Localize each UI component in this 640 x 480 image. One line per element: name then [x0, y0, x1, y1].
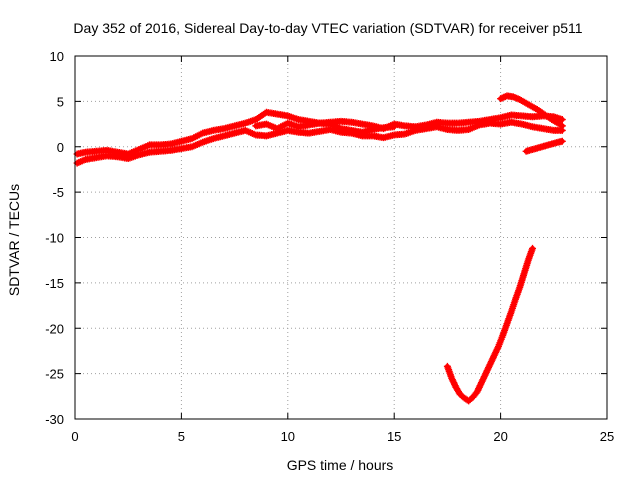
y-axis-label: SDTVAR / TECUs [6, 184, 22, 296]
y-tick-label: 5 [57, 94, 64, 109]
data-point [558, 122, 566, 130]
data-points [73, 92, 566, 405]
x-tick-label: 15 [387, 429, 401, 444]
y-tick-label: 0 [57, 140, 64, 155]
x-tick-label: 25 [600, 429, 614, 444]
y-tick-label: -20 [45, 321, 64, 336]
x-tick-label: 20 [493, 429, 507, 444]
data-point [390, 123, 398, 131]
series-dip-curve [443, 244, 537, 405]
y-tick-label: -10 [45, 231, 64, 246]
data-point [558, 137, 566, 145]
x-tick-label: 5 [178, 429, 185, 444]
x-axis-label: GPS time / hours [287, 457, 394, 473]
axis-ticks: 0 5 10 15 20 25 -30 -25 -20 -15 -10 -5 0 5 10 [45, 49, 614, 444]
grid [75, 56, 607, 419]
x-tick-label: 10 [281, 429, 295, 444]
series-upper-arc [497, 92, 566, 130]
y-tick-label: -15 [45, 276, 64, 291]
y-tick-label: -30 [45, 412, 64, 427]
data-point [494, 344, 502, 352]
series-right-lower-segment [522, 137, 566, 155]
y-tick-label: -25 [45, 367, 64, 382]
data-point [558, 116, 566, 124]
series-main-band-lower [73, 118, 566, 167]
y-tick-label: 10 [50, 49, 64, 64]
data-point [557, 121, 565, 129]
data-point [529, 244, 537, 252]
y-tick-label: -5 [52, 185, 64, 200]
x-tick-label: 0 [71, 429, 78, 444]
series-trace [444, 245, 535, 404]
chart-title: Day 352 of 2016, Sidereal Day-to-day VTE… [73, 20, 582, 36]
series-middle-band [252, 119, 398, 136]
